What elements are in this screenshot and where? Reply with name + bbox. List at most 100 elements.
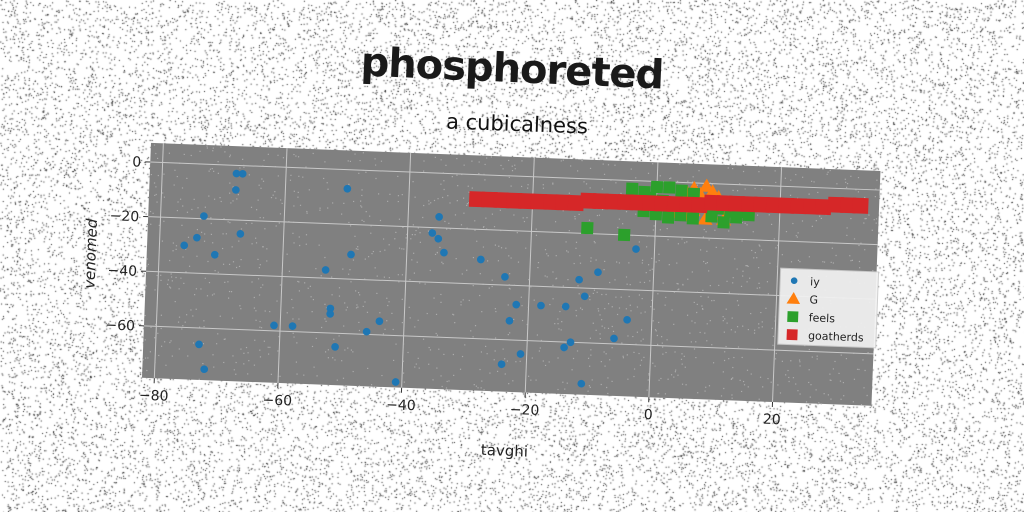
data-point [623, 315, 631, 324]
data-point [321, 266, 330, 274]
data-point [581, 221, 594, 235]
data-point [505, 316, 514, 325]
x-tick-label: −20 [509, 402, 539, 419]
data-point [716, 195, 733, 212]
data-point [476, 255, 485, 264]
data-point [625, 182, 639, 195]
data-point [391, 378, 400, 386]
legend-box [777, 267, 880, 349]
y-tick-label: −60 [105, 317, 135, 334]
data-point [802, 198, 820, 215]
data-point [703, 194, 721, 211]
data-point [840, 197, 857, 214]
data-point [435, 213, 443, 221]
data-point [331, 343, 339, 351]
data-point [604, 193, 622, 210]
data-point [326, 310, 335, 318]
data-point [790, 197, 807, 215]
data-point [518, 193, 535, 210]
y-tick-label: 0 [132, 154, 142, 170]
data-point [347, 250, 355, 259]
data-point [497, 360, 506, 369]
x-axis-label: tavghi [481, 441, 529, 461]
data-point [537, 301, 545, 310]
data-point [501, 272, 509, 281]
data-point [560, 343, 568, 352]
y-axis-label: venomed [80, 218, 101, 289]
data-point [580, 292, 589, 301]
y-grid-line [143, 325, 874, 355]
data-point [343, 184, 352, 193]
data-point [592, 193, 609, 210]
data-point [561, 302, 570, 311]
data-point [675, 184, 688, 197]
data-point [195, 340, 203, 349]
data-point [642, 195, 659, 212]
data-point [505, 192, 523, 209]
data-point [686, 212, 700, 225]
data-point [741, 196, 758, 213]
grid-lines [143, 143, 880, 402]
data-point [663, 181, 676, 194]
data-point [193, 233, 201, 242]
data-point [440, 248, 448, 257]
data-point [434, 234, 443, 243]
legend-label: goatherds [808, 329, 864, 344]
data-point [679, 196, 696, 213]
axis-ticks: −80 −60 −40 −20 0 20 0 −20 −40 −60 [105, 154, 781, 429]
data-point [567, 194, 584, 212]
data-point [778, 197, 795, 214]
data-point [765, 197, 782, 214]
y-grid-line [150, 161, 880, 191]
data-point [753, 196, 770, 213]
data-point [232, 186, 240, 194]
data-point [654, 195, 671, 212]
x-grid-line [401, 152, 412, 388]
data-point [580, 192, 597, 209]
data-point [543, 193, 560, 211]
y-grid-line [146, 270, 876, 300]
legend-marker [786, 291, 801, 305]
y-tick-label: −40 [107, 263, 137, 280]
data-point [617, 228, 631, 242]
data-point [815, 198, 832, 216]
y-grid-line [148, 216, 878, 246]
data-marks [180, 169, 869, 388]
data-point [610, 334, 618, 343]
data-point [375, 317, 384, 326]
data-point [200, 212, 208, 220]
data-point [326, 304, 335, 313]
data-point [362, 327, 371, 336]
x-tick-label: −80 [139, 388, 169, 405]
data-point [468, 191, 486, 208]
data-point [238, 169, 247, 178]
data-point [698, 178, 714, 193]
data-point [704, 184, 720, 198]
data-point [629, 194, 646, 211]
data-point [577, 379, 586, 388]
data-point [232, 169, 241, 178]
legend-marker [786, 329, 798, 341]
data-point [717, 216, 730, 229]
legend-label: feels [809, 311, 836, 325]
legend-marker [790, 277, 798, 285]
x-tick-label: 0 [643, 407, 653, 423]
data-point [650, 180, 664, 194]
data-point [481, 191, 498, 208]
x-grid-line [277, 148, 288, 383]
legend-label: G [809, 293, 818, 306]
x-tick-label: 20 [763, 412, 781, 429]
data-point [827, 196, 844, 213]
data-point [516, 350, 525, 358]
data-point [594, 268, 602, 277]
data-point [288, 322, 297, 330]
series-goatherds [468, 191, 869, 216]
data-point [666, 195, 683, 213]
data-point [530, 193, 547, 210]
data-point [728, 195, 745, 212]
y-tick-label: −20 [109, 208, 139, 225]
x-grid-line [153, 143, 164, 379]
x-tick-label: −40 [386, 397, 416, 414]
data-point [566, 338, 575, 347]
